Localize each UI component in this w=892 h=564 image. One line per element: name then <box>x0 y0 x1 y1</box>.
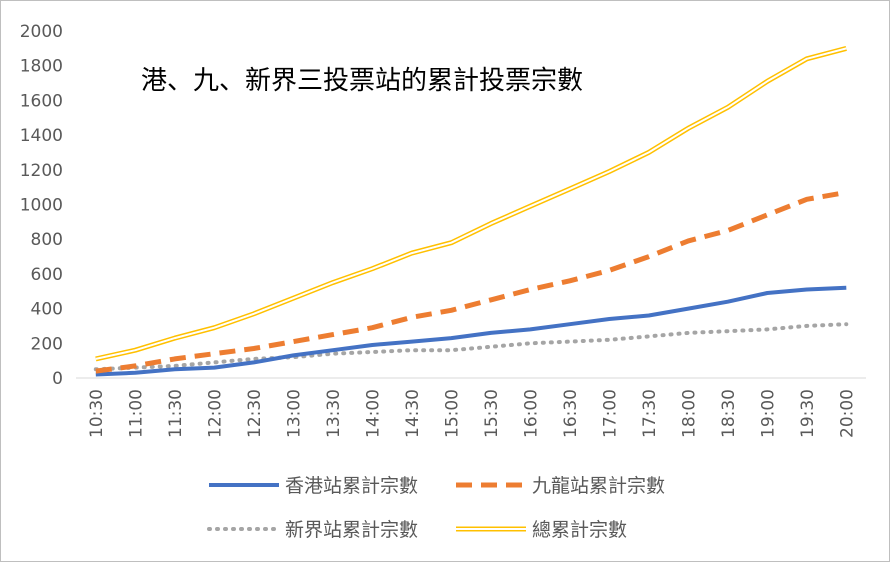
x-tick-label: 11:30 <box>166 389 186 438</box>
x-tick-label: 14:30 <box>403 389 423 438</box>
chart-title: 港、九、新界三投票站的累計投票宗數 <box>141 66 583 96</box>
legend-label: 總累計宗數 <box>532 519 627 541</box>
y-tick-label: 1600 <box>20 91 63 111</box>
x-tick-label: 13:30 <box>324 389 344 438</box>
y-tick-label: 600 <box>31 265 63 285</box>
series-line-4-inner <box>95 47 847 360</box>
x-tick-label: 20:00 <box>837 389 857 438</box>
legend-item: 總累計宗數 <box>456 519 627 541</box>
x-tick-label: 16:30 <box>561 389 581 438</box>
x-tick-label: 16:00 <box>521 389 541 438</box>
y-tick-label: 1200 <box>20 161 63 181</box>
y-tick-label: 1000 <box>20 196 63 216</box>
x-tick-label: 19:30 <box>798 389 818 438</box>
x-tick-label: 17:30 <box>640 389 660 438</box>
legend-item: 香港站累計宗數 <box>209 475 418 497</box>
series-line-2 <box>95 189 847 374</box>
series-line-3 <box>93 322 849 372</box>
y-tick-label: 200 <box>31 334 63 354</box>
legend-label: 九龍站累計宗數 <box>532 475 665 497</box>
x-tick-label: 10:30 <box>87 389 107 438</box>
x-tick-label: 19:00 <box>758 389 778 438</box>
y-tick-label: 2000 <box>20 22 63 42</box>
y-tick-label: 1400 <box>20 126 63 146</box>
x-tick-label: 15:30 <box>482 389 502 438</box>
x-tick-label: 15:00 <box>442 389 462 438</box>
legend-item: 九龍站累計宗數 <box>456 475 665 497</box>
series-line-1 <box>95 285 847 377</box>
x-tick-label: 14:00 <box>363 389 383 438</box>
x-tick-label: 18:00 <box>679 389 699 438</box>
x-tick-label: 18:30 <box>719 389 739 438</box>
x-tick-label: 13:00 <box>284 389 304 438</box>
legend-item: 新界站累計宗數 <box>207 519 418 541</box>
y-tick-label: 800 <box>31 230 63 250</box>
x-tick-label: 11:00 <box>126 389 146 438</box>
x-tick-label: 17:00 <box>600 389 620 438</box>
x-tick-label: 12:00 <box>205 389 225 438</box>
y-tick-label: 0 <box>52 369 63 389</box>
y-tick-label: 1800 <box>20 57 63 77</box>
x-tick-label: 12:30 <box>245 389 265 438</box>
series-line-4 <box>95 45 847 362</box>
y-tick-label: 400 <box>31 300 63 320</box>
legend-label: 香港站累計宗數 <box>285 475 418 497</box>
legend-label: 新界站累計宗數 <box>285 519 418 541</box>
